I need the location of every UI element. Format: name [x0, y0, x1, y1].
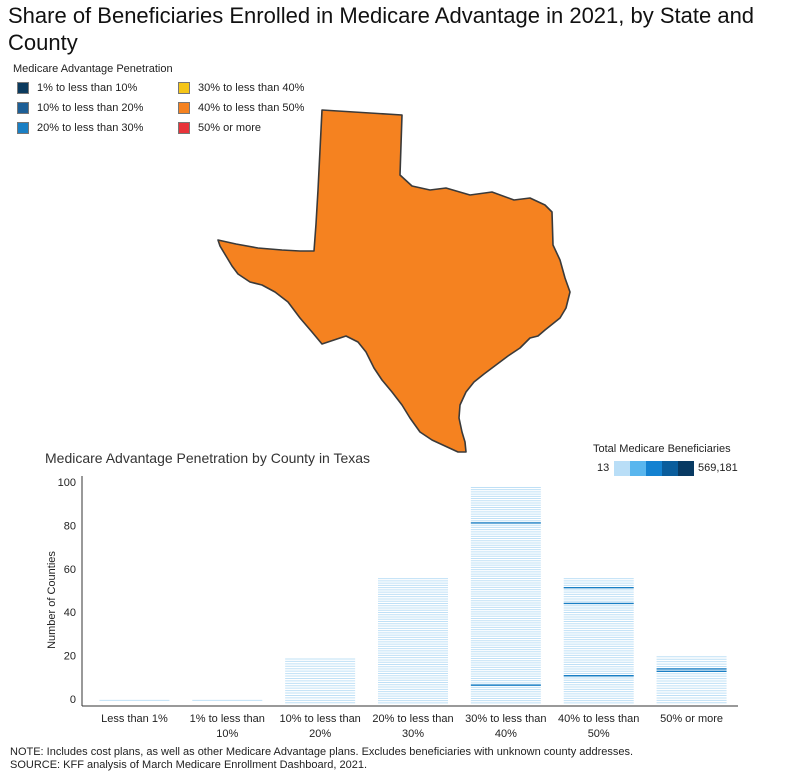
legend-label: 20% to less than 30% [37, 122, 144, 134]
legend-item[interactable]: 20% to less than 30% [17, 122, 143, 134]
legend-label: 30% to less than 40% [198, 82, 305, 94]
scale-step [646, 461, 662, 476]
legend-swatch [178, 82, 190, 94]
page-title: Share of Beneficiaries Enrolled in Medic… [8, 3, 755, 55]
legend-swatch [17, 122, 29, 134]
y-tick-label: 0 [70, 694, 76, 706]
legend-item[interactable]: 10% to less than 20% [17, 102, 143, 114]
x-tick-label: 40% to less than 50% [558, 713, 639, 740]
y-tick-label: 80 [64, 520, 76, 532]
x-tick-label: 1% to less than 10% [190, 713, 265, 740]
x-tick-label: 20% to less than 30% [372, 713, 453, 740]
note-text: NOTE: Includes cost plans, as well as ot… [10, 746, 634, 758]
legend-item[interactable]: 40% to less than 50% [178, 102, 304, 114]
bar [657, 656, 727, 704]
x-tick-label: 10% to less than 20% [279, 713, 360, 740]
y-tick-label: 100 [58, 477, 76, 489]
y-tick-label: 60 [64, 564, 76, 576]
legend-label: 1% to less than 10% [37, 82, 138, 94]
footnotes: NOTE: Includes cost plans, as well as ot… [10, 746, 633, 772]
scale-step [614, 461, 630, 476]
texas-map[interactable] [0, 0, 797, 460]
legend-label: 50% or more [198, 122, 261, 134]
legend-swatch [178, 102, 190, 114]
scale-step [678, 461, 694, 476]
y-axis-label: Number of Counties [46, 551, 58, 649]
x-tick-label: Less than 1% [101, 713, 168, 725]
legend-swatch [178, 122, 190, 134]
legend-item[interactable]: 1% to less than 10% [17, 82, 137, 94]
beneficiary-color-scale [614, 461, 694, 476]
y-tick-label: 20 [64, 651, 76, 663]
scale-step [630, 461, 646, 476]
scale-min-label: 13 [597, 462, 610, 474]
legend-label: 40% to less than 50% [198, 102, 305, 114]
x-tick-label: 30% to less than 40% [465, 713, 546, 740]
legend-item[interactable]: 50% or more [178, 122, 261, 134]
legend-swatch [17, 82, 29, 94]
legend-swatch [17, 102, 29, 114]
county-bar-chart: Number of Counties 0 20 40 60 80 100 Less than… [46, 476, 738, 740]
scale-step [662, 461, 678, 476]
scale-title: Total Medicare Beneficiaries [593, 443, 731, 455]
legend-label: 10% to less than 20% [37, 102, 144, 114]
y-tick-label: 40 [64, 607, 76, 619]
legend-title: Medicare Advantage Penetration [13, 63, 173, 75]
legend-item[interactable]: 30% to less than 40% [178, 82, 304, 94]
texas-state-shape[interactable] [217, 109, 571, 453]
x-tick-label: 50% or more [660, 713, 723, 725]
chart-title: Medicare Advantage Penetration by County… [45, 450, 371, 466]
scale-max-label: 569,181 [698, 462, 738, 474]
source-text: SOURCE: KFF analysis of March Medicare E… [10, 759, 368, 771]
